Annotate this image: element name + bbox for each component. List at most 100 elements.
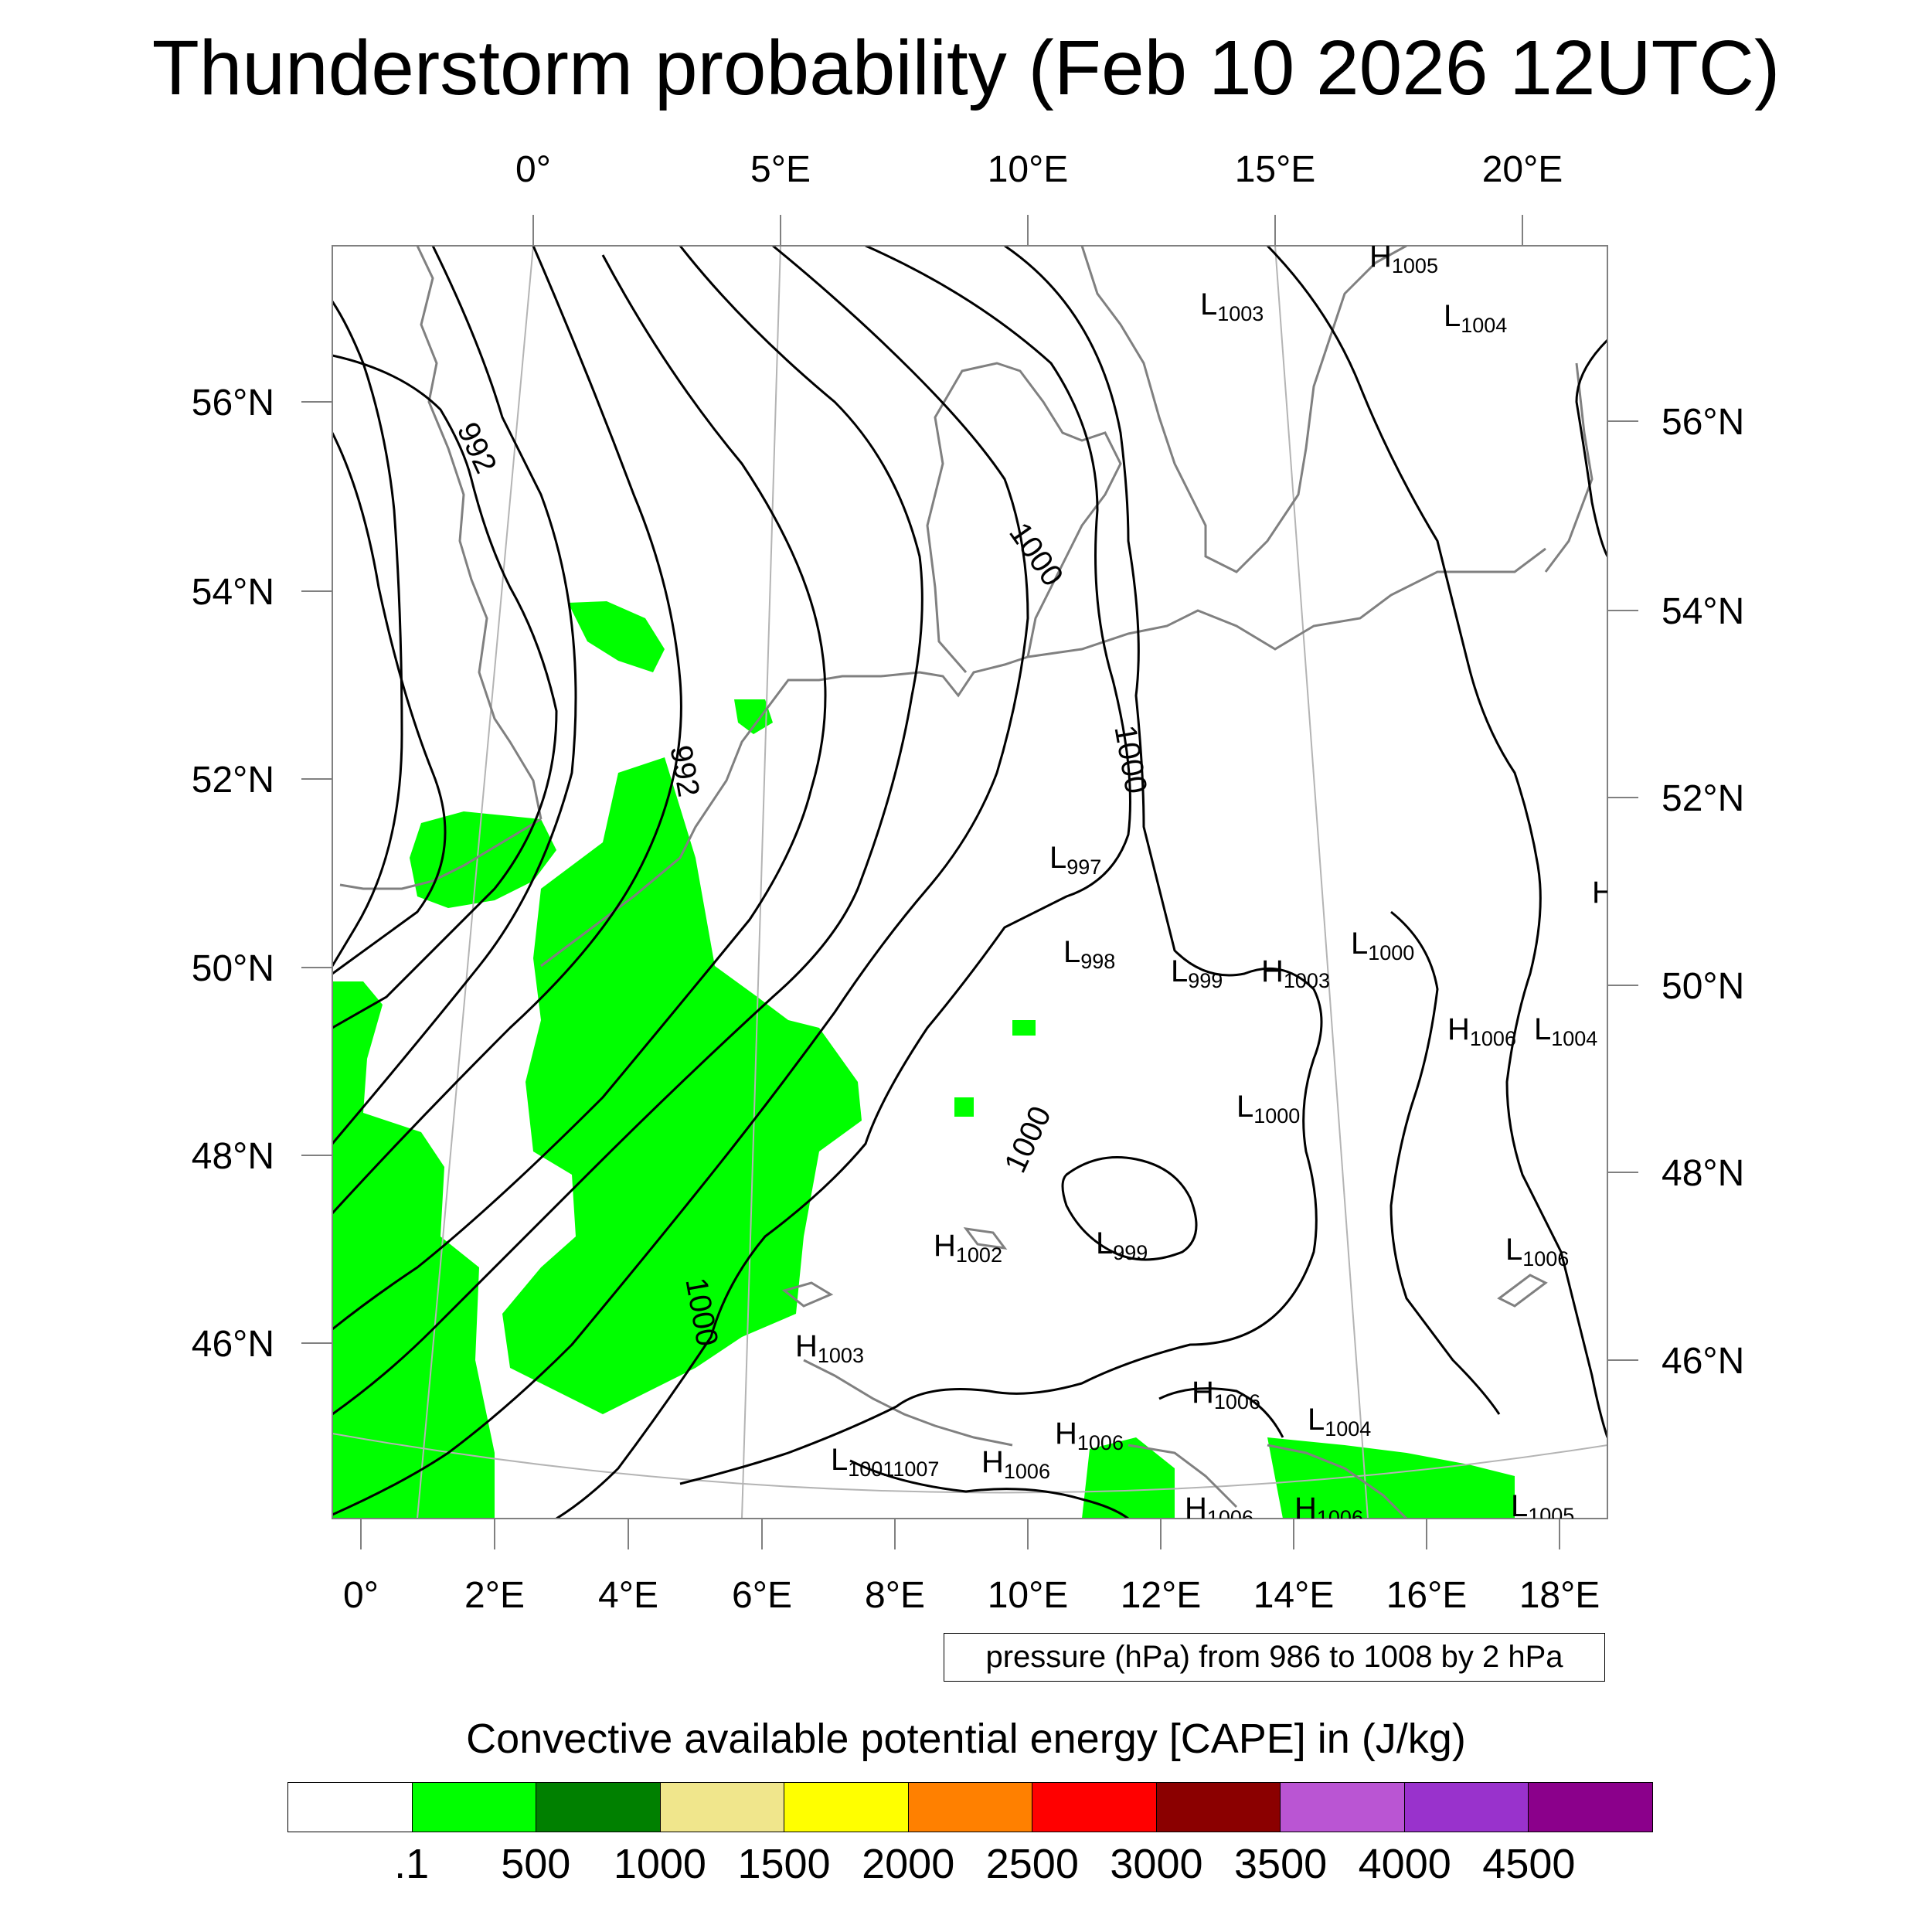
- colorbar-tick-label: 3500: [1234, 1841, 1328, 1887]
- tick-marks: [301, 215, 1638, 1549]
- isobar-west-1: [332, 301, 403, 967]
- right-lat-label: 54°N: [1662, 591, 1744, 632]
- isobar-1000-main: [556, 246, 1131, 1519]
- pressure-center-label: H1006: [1192, 1376, 1260, 1413]
- pressure-center-label: L1006: [1505, 1233, 1569, 1270]
- coastline-gulf-of-genoa: [803, 1359, 1013, 1447]
- pressure-center-label: L1003: [1200, 287, 1264, 325]
- graticule: [332, 246, 1607, 1519]
- colorbar-tick-label: 4000: [1358, 1841, 1451, 1887]
- isobar-label: 1000: [998, 1101, 1057, 1178]
- cape-region-east-speck: [1012, 1020, 1036, 1036]
- left-lat-label: 54°N: [192, 572, 274, 613]
- pressure-center-label: L1004: [1308, 1403, 1371, 1440]
- right-lat-label: 48°N: [1662, 1153, 1744, 1194]
- bottom-lon-label: 10°E: [988, 1575, 1069, 1616]
- bottom-lon-label: 0°: [343, 1575, 379, 1616]
- pressure-center-label: H: [1592, 876, 1614, 910]
- top-lon-label: 15°E: [1235, 149, 1316, 190]
- pressure-center-label: H1002: [934, 1229, 1002, 1267]
- isobar-west-2: [332, 432, 447, 975]
- bottom-lon-label: 14°E: [1253, 1575, 1335, 1616]
- isobar-mid-1: [332, 254, 827, 1331]
- cape-area: [332, 601, 1515, 1519]
- pressure-center-label: L997: [1049, 841, 1101, 879]
- pressure-center-label: L1000: [1236, 1090, 1300, 1128]
- colorbar-swatch: [1032, 1783, 1157, 1832]
- isobar-south-1: [849, 1459, 1129, 1519]
- colorbar: [287, 1782, 1653, 1832]
- pressure-center-label: L1004: [1534, 1012, 1597, 1050]
- colorbar-swatch: [908, 1783, 1033, 1832]
- isobar-1000-east: [679, 246, 1323, 1485]
- pressure-center-label: H1006: [1185, 1492, 1253, 1529]
- left-lat-label: 50°N: [192, 948, 274, 989]
- coastline-baltic-east: [1544, 362, 1594, 573]
- colorbar-tick-label: 2500: [985, 1841, 1079, 1887]
- cape-region-east-speck2: [954, 1097, 974, 1117]
- bottom-lon-label: 2°E: [464, 1575, 525, 1616]
- cape-region-adriatic: [1082, 1437, 1175, 1519]
- bottom-longitude-labels: 0° 2°E 4°E 6°E 8°E 10°E 12°E 14°E 16°E 1…: [343, 1575, 1600, 1616]
- colorbar-swatch: [1156, 1783, 1281, 1832]
- colorbar-tick-label: 1500: [737, 1841, 831, 1887]
- colorbar-tick-label: 500: [501, 1841, 571, 1887]
- isobar-992-b: [332, 246, 682, 1215]
- coastline-lake-constance: [963, 1227, 1008, 1250]
- left-lat-label: 56°N: [192, 383, 274, 423]
- colorbar-swatch: [1404, 1783, 1529, 1832]
- top-longitude-labels: 0° 5°E 10°E 15°E 20°E: [515, 149, 1563, 190]
- pressure-center-label: H1006: [1055, 1417, 1124, 1454]
- pressure-center-label: L1004: [1444, 299, 1507, 337]
- pressure-center-label: L999: [1096, 1226, 1148, 1264]
- bottom-lon-label: 18°E: [1519, 1575, 1600, 1616]
- colorbar-swatch: [660, 1783, 785, 1832]
- right-lat-label: 52°N: [1662, 778, 1744, 819]
- colorbar-swatch: [1281, 1783, 1405, 1832]
- pressure-center-label: H1006: [981, 1445, 1050, 1483]
- top-lon-label: 5°E: [750, 149, 811, 190]
- map-title: Thunderstorm probability (Feb 10 2026 12…: [151, 25, 1781, 111]
- isobars: [332, 246, 1607, 1519]
- isobar-south-2: [1158, 1387, 1284, 1438]
- graticule-meridian-15e: [1274, 246, 1369, 1519]
- coastline-adriatic-east: [1267, 1444, 1408, 1519]
- coastline-denmark: [926, 362, 1122, 673]
- isobar-label: 992: [451, 417, 503, 478]
- graticule-meridian-0: [417, 246, 534, 1519]
- cape-region-central: [502, 757, 862, 1414]
- coastline-lake-balaton: [1497, 1274, 1548, 1308]
- contour-info-box: pressure (hPa) from 986 to 1008 by 2 hPa: [944, 1633, 1605, 1682]
- isobar-east-2: [1575, 338, 1607, 557]
- bottom-lon-label: 16°E: [1386, 1575, 1468, 1616]
- colorbar-swatch: [1529, 1783, 1653, 1832]
- pressure-center-label: H1006: [1447, 1012, 1516, 1050]
- pressure-centers: H1005 L1003 L1004 L997 L998 L999 H1003 L…: [795, 246, 1614, 1529]
- right-lat-label: 56°N: [1662, 402, 1744, 443]
- right-lat-label: 46°N: [1662, 1341, 1744, 1382]
- colorbar-tick-label: 3000: [1110, 1841, 1203, 1887]
- coastlines: [339, 246, 1594, 1519]
- pressure-center-label: L10011007: [831, 1443, 939, 1481]
- isobar-west-3: [332, 354, 558, 1029]
- map-panel: [332, 246, 1607, 1519]
- colorbar-swatch: [536, 1783, 661, 1832]
- pressure-center-label: H1003: [795, 1329, 864, 1367]
- cape-region-north: [568, 601, 665, 672]
- left-lat-label: 46°N: [192, 1324, 274, 1365]
- cape-region-balkans: [1267, 1437, 1515, 1519]
- colorbar-tick-label: 1000: [613, 1841, 706, 1887]
- graticule-parallel-45n: [332, 1433, 1607, 1494]
- pressure-center-label: L1005: [1511, 1489, 1574, 1527]
- graticule-meridian-5e: [741, 246, 781, 1519]
- map-frame: [332, 245, 1608, 1519]
- cape-region-channel: [410, 811, 556, 908]
- right-lat-label: 50°N: [1662, 966, 1744, 1007]
- coastline-lake-geneva: [781, 1281, 834, 1308]
- coastline-britain-east: [416, 246, 543, 820]
- right-latitude-labels: 56°N 54°N 52°N 50°N 48°N 46°N: [1662, 402, 1744, 1382]
- coastline-britain-south: [339, 818, 542, 890]
- colorbar-tick-label: .1: [394, 1841, 430, 1887]
- coastline-adriatic-west: [1128, 1444, 1238, 1509]
- isobar-999-loop: [1061, 1156, 1198, 1261]
